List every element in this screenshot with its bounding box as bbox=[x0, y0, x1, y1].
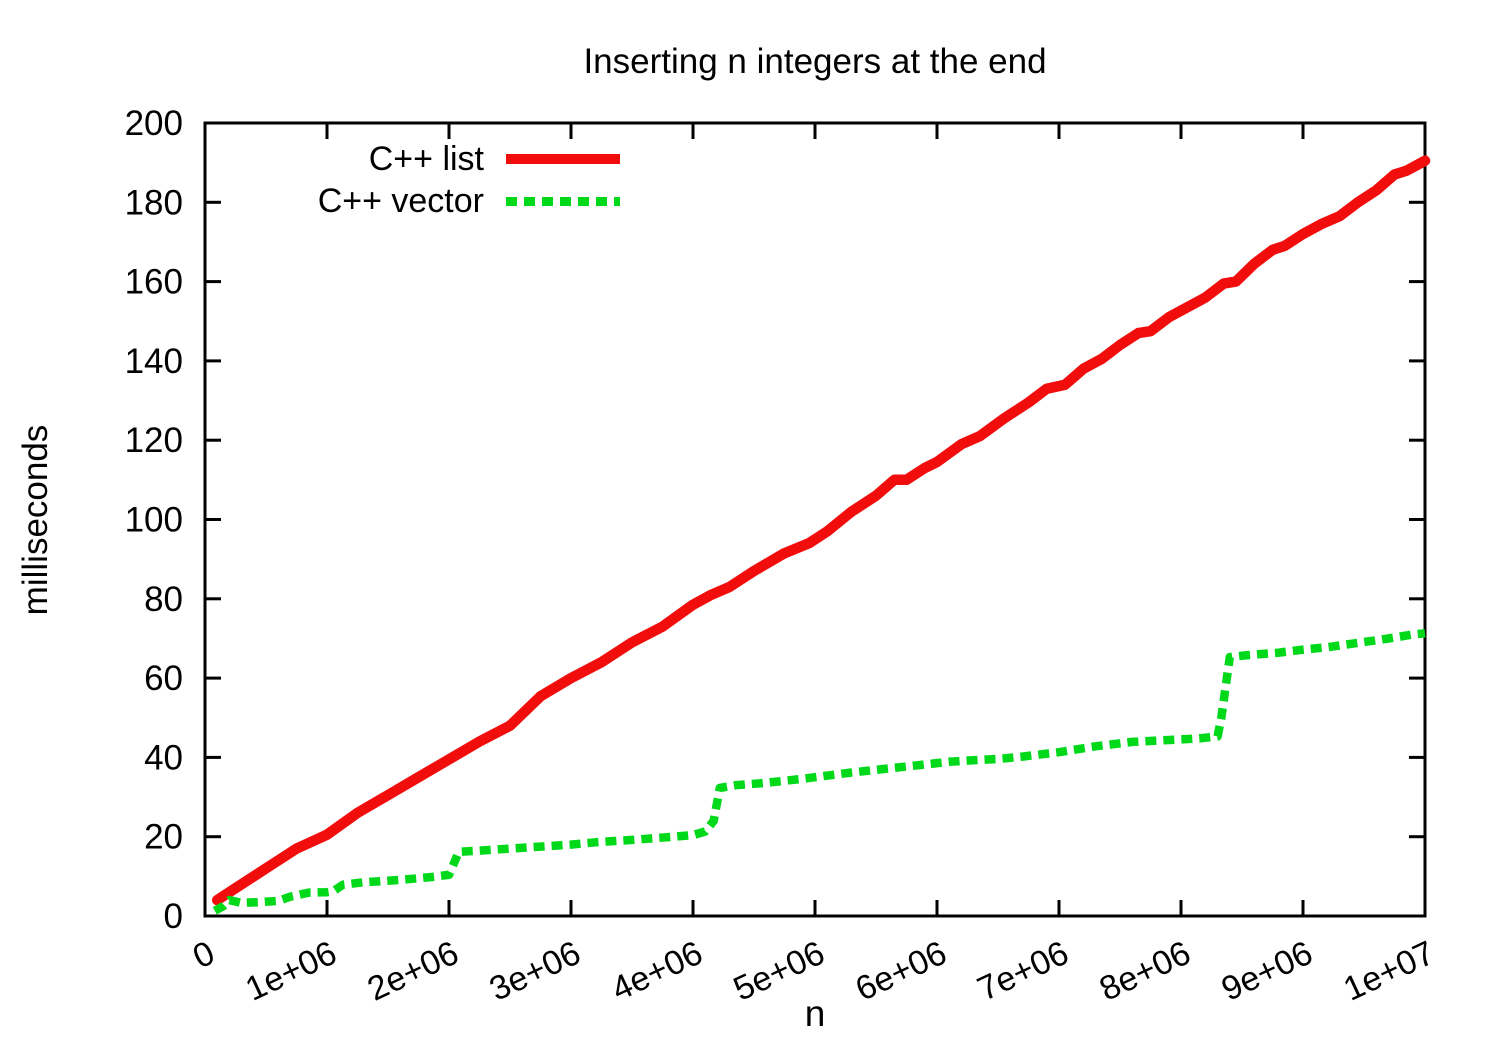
y-tick-label: 140 bbox=[125, 342, 183, 381]
legend: C++ list C++ vector bbox=[270, 138, 620, 222]
y-tick-label: 80 bbox=[144, 580, 183, 619]
y-tick-label: 20 bbox=[144, 818, 183, 857]
legend-item-cpp-vector: C++ vector bbox=[270, 180, 620, 222]
chart-title: Inserting n integers at the end bbox=[583, 42, 1047, 81]
y-tick-label: 0 bbox=[164, 897, 183, 936]
x-tick-label: 0 bbox=[187, 934, 220, 976]
y-tick-label: 160 bbox=[125, 263, 183, 302]
x-axis-title: n bbox=[804, 993, 826, 1034]
legend-line-sample-dashed-icon bbox=[506, 196, 620, 206]
series-line-c-vector bbox=[212, 629, 1426, 915]
legend-label-cpp-list: C++ list bbox=[368, 139, 484, 178]
y-tick-label: 200 bbox=[125, 104, 183, 143]
y-tick-label: 40 bbox=[144, 738, 183, 777]
y-tick-label: 60 bbox=[144, 659, 183, 698]
y-tick-label: 100 bbox=[125, 501, 183, 540]
legend-line-sample-solid-icon bbox=[506, 154, 620, 164]
legend-item-cpp-list: C++ list bbox=[270, 138, 620, 180]
y-tick-label: 120 bbox=[125, 421, 183, 460]
y-tick-label: 180 bbox=[125, 183, 183, 222]
legend-label-cpp-vector: C++ vector bbox=[317, 181, 484, 220]
series-line-c-list bbox=[211, 155, 1431, 906]
